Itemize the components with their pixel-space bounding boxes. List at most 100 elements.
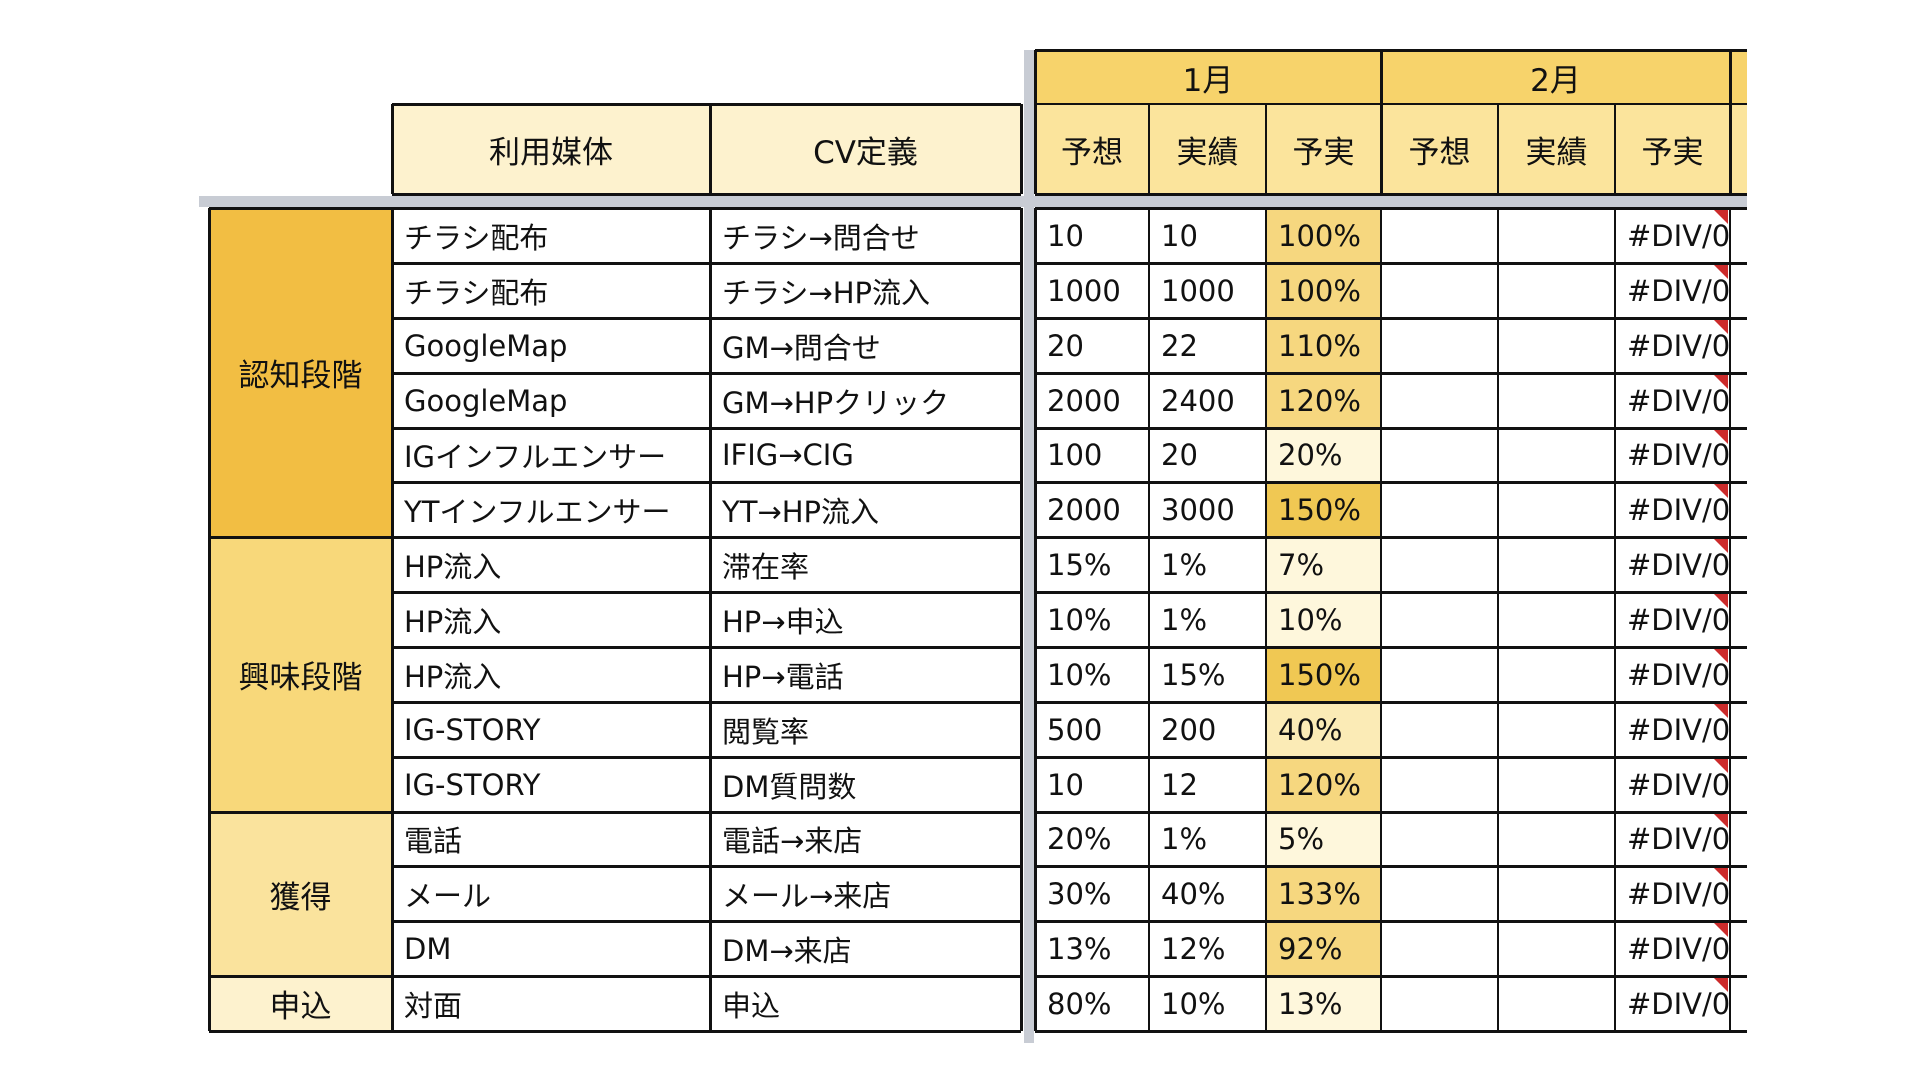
cell-m1-forecast[interactable]: 13% <box>1047 931 1112 966</box>
stage-cell-interest[interactable]: 興味段階 <box>209 537 392 812</box>
cell-m2-ratio[interactable]: #DIV/0! <box>1615 866 1730 921</box>
cell-m2-actual[interactable] <box>1498 976 1615 1031</box>
cell-m1-ratio[interactable]: 10% <box>1266 592 1381 647</box>
cell-m1-forecast[interactable]: 10 <box>1047 767 1084 802</box>
cell-m2-forecast[interactable] <box>1381 866 1498 921</box>
cell-cv[interactable]: 閲覧率 <box>722 714 810 749</box>
cell-m2-ratio[interactable]: #DIV/0! <box>1615 318 1730 373</box>
cell-m2-forecast[interactable] <box>1381 208 1498 263</box>
cell-m2-actual[interactable] <box>1498 318 1615 373</box>
cell-media[interactable]: チラシ配布 <box>404 275 549 310</box>
cell-next-month-edge[interactable] <box>1730 263 1747 318</box>
cell-m1-actual[interactable]: 12 <box>1161 767 1198 802</box>
month-header-jan[interactable]: 1月 <box>1035 50 1381 104</box>
cell-m2-ratio[interactable]: #DIV/0! <box>1615 482 1730 537</box>
cell-cv[interactable]: GM→問合せ <box>722 330 881 365</box>
cell-media[interactable]: GoogleMap <box>404 383 568 418</box>
cell-m1-forecast[interactable]: 10 <box>1047 218 1084 253</box>
cell-cv[interactable]: HP→電話 <box>722 659 844 694</box>
cell-m1-ratio[interactable]: 120% <box>1266 373 1381 428</box>
cell-m2-actual[interactable] <box>1498 263 1615 318</box>
cell-media[interactable]: YTインフルエンサー <box>404 494 671 529</box>
cell-next-month-edge[interactable] <box>1730 976 1747 1031</box>
cell-m2-forecast[interactable] <box>1381 812 1498 866</box>
cell-media[interactable]: メール <box>404 878 492 913</box>
column-header-feb-actual[interactable]: 実績 <box>1498 104 1615 194</box>
cell-m1-ratio[interactable]: 7% <box>1266 537 1381 592</box>
cell-m2-ratio[interactable]: #DIV/0! <box>1615 921 1730 976</box>
cell-media[interactable]: IGインフルエンサー <box>404 440 667 474</box>
cell-m2-forecast[interactable] <box>1381 647 1498 702</box>
cell-m2-actual[interactable] <box>1498 757 1615 812</box>
cell-m1-actual[interactable]: 1% <box>1161 602 1208 637</box>
stage-cell-awareness[interactable]: 認知段階 <box>209 208 392 537</box>
cell-m2-actual[interactable] <box>1498 866 1615 921</box>
cell-m1-actual[interactable]: 10% <box>1161 986 1226 1021</box>
cell-m2-actual[interactable] <box>1498 208 1615 263</box>
cell-next-month-edge[interactable] <box>1730 812 1747 866</box>
cell-m1-ratio[interactable]: 120% <box>1266 757 1381 812</box>
cell-media[interactable]: HP流入 <box>404 659 502 694</box>
cell-m2-forecast[interactable] <box>1381 263 1498 318</box>
column-header-jan-actual[interactable]: 実績 <box>1149 104 1266 194</box>
cell-m1-actual[interactable]: 2400 <box>1161 383 1235 418</box>
cell-m2-ratio[interactable]: #DIV/0! <box>1615 428 1730 482</box>
cell-m2-ratio[interactable]: #DIV/0! <box>1615 647 1730 702</box>
cell-m1-ratio[interactable]: 150% <box>1266 647 1381 702</box>
cell-m1-actual[interactable]: 22 <box>1161 328 1198 363</box>
cell-m2-forecast[interactable] <box>1381 537 1498 592</box>
cell-m2-forecast[interactable] <box>1381 976 1498 1031</box>
cell-m2-ratio[interactable]: #DIV/0! <box>1615 592 1730 647</box>
stage-cell-acquisition[interactable]: 獲得 <box>209 812 392 976</box>
cell-m1-actual[interactable]: 200 <box>1161 712 1217 747</box>
cell-m2-forecast[interactable] <box>1381 592 1498 647</box>
cell-media[interactable]: GoogleMap <box>404 328 568 363</box>
cell-next-month-edge[interactable] <box>1730 647 1747 702</box>
cell-m2-forecast[interactable] <box>1381 318 1498 373</box>
cell-next-month-edge[interactable] <box>1730 208 1747 263</box>
cell-m1-actual[interactable]: 20 <box>1161 438 1198 472</box>
cell-m1-forecast[interactable]: 10% <box>1047 657 1112 692</box>
cell-m1-ratio[interactable]: 133% <box>1266 866 1381 921</box>
cell-m1-ratio[interactable]: 20% <box>1266 428 1381 482</box>
cell-m2-ratio[interactable]: #DIV/0! <box>1615 976 1730 1031</box>
cell-m1-forecast[interactable]: 30% <box>1047 876 1112 911</box>
cell-m2-ratio[interactable]: #DIV/0! <box>1615 373 1730 428</box>
cell-m2-forecast[interactable] <box>1381 921 1498 976</box>
cell-m2-actual[interactable] <box>1498 921 1615 976</box>
cell-m2-actual[interactable] <box>1498 592 1615 647</box>
cell-cv[interactable]: IFIG→CIG <box>722 438 854 472</box>
cell-m1-forecast[interactable]: 2000 <box>1047 383 1121 418</box>
cell-next-month-edge[interactable] <box>1730 318 1747 373</box>
cell-cv[interactable]: GM→HPクリック <box>722 385 950 420</box>
cell-m2-forecast[interactable] <box>1381 373 1498 428</box>
cell-m2-ratio[interactable]: #DIV/0! <box>1615 208 1730 263</box>
cell-m1-ratio[interactable]: 40% <box>1266 702 1381 757</box>
cell-m1-ratio[interactable]: 150% <box>1266 482 1381 537</box>
column-header-jan-ratio[interactable]: 予実 <box>1266 104 1381 194</box>
cell-media[interactable]: HP流入 <box>404 604 502 639</box>
cell-m2-ratio[interactable]: #DIV/0! <box>1615 702 1730 757</box>
cell-m1-ratio[interactable]: 110% <box>1266 318 1381 373</box>
month-header-next[interactable] <box>1730 50 1747 104</box>
cell-m2-forecast[interactable] <box>1381 482 1498 537</box>
cell-cv[interactable]: 電話→来店 <box>722 824 863 858</box>
cell-cv[interactable]: YT→HP流入 <box>722 494 880 529</box>
cell-m2-ratio[interactable]: #DIV/0! <box>1615 537 1730 592</box>
column-header-cv-definition[interactable]: CV定義 <box>710 104 1021 194</box>
cell-cv[interactable]: DM質問数 <box>722 769 857 804</box>
cell-media[interactable]: IG-STORY <box>404 712 541 747</box>
cell-m2-actual[interactable] <box>1498 647 1615 702</box>
column-header-next[interactable] <box>1730 104 1747 194</box>
cell-m1-actual[interactable]: 3000 <box>1161 492 1235 527</box>
cell-cv[interactable]: チラシ→HP流入 <box>722 275 931 310</box>
cell-cv[interactable]: 申込 <box>722 988 781 1023</box>
cell-cv[interactable]: HP→申込 <box>722 604 844 639</box>
cell-next-month-edge[interactable] <box>1730 592 1747 647</box>
cell-media[interactable]: 対面 <box>404 988 463 1023</box>
cell-m2-forecast[interactable] <box>1381 428 1498 482</box>
cell-m1-forecast[interactable]: 10% <box>1047 602 1112 637</box>
cell-cv[interactable]: DM→来店 <box>722 933 852 968</box>
cell-next-month-edge[interactable] <box>1730 757 1747 812</box>
cell-m1-forecast[interactable]: 500 <box>1047 712 1103 747</box>
